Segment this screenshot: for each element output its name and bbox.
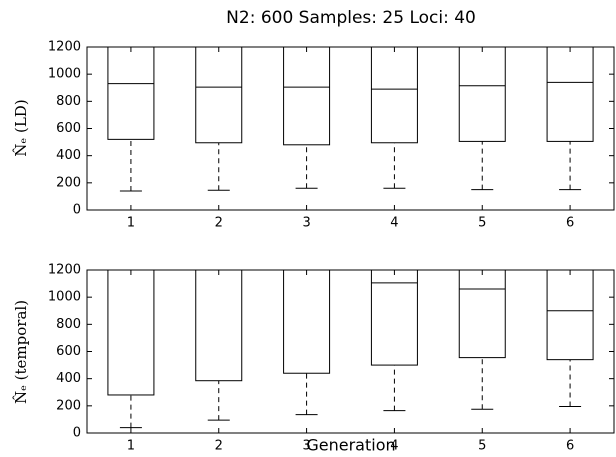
y-tick-label: 200	[56, 398, 81, 413]
box	[458, 269, 506, 359]
y-tick-label: 1000	[48, 67, 81, 82]
y-tick-label: 600	[56, 344, 81, 359]
x-tick-label: 5	[478, 439, 486, 454]
chart-title: N2: 600 Samples: 25 Loci: 40	[226, 8, 476, 28]
plot-frame	[86, 46, 615, 211]
y-tick-label: 0	[73, 426, 81, 441]
box	[107, 46, 155, 140]
x-tick-label: 3	[302, 439, 310, 454]
box	[546, 269, 594, 361]
y-tick-label: 200	[56, 175, 81, 190]
box	[107, 269, 155, 396]
x-tick-label: 1	[127, 439, 135, 454]
x-tick-label: 3	[302, 216, 310, 231]
box	[458, 46, 506, 142]
y-tick-label: 1200	[48, 263, 81, 278]
x-tick-label: 1	[127, 216, 135, 231]
box	[283, 269, 331, 374]
y-tick-label: 0	[73, 203, 81, 218]
box	[370, 46, 418, 144]
y-axis-label: N̂ₑ (LD)	[12, 99, 30, 156]
y-tick-label: 400	[56, 148, 81, 163]
y-tick-label: 1200	[48, 40, 81, 55]
box	[546, 46, 594, 142]
x-tick-label: 4	[390, 439, 398, 454]
y-tick-label: 600	[56, 121, 81, 136]
x-tick-label: 6	[566, 216, 574, 231]
x-tick-label: 6	[566, 439, 574, 454]
x-tick-label: 2	[215, 216, 223, 231]
x-tick-label: 2	[215, 439, 223, 454]
box	[370, 269, 418, 366]
plot-frame	[86, 269, 615, 434]
box	[195, 46, 243, 144]
y-axis-label: N̂ₑ (temporal)	[12, 300, 30, 404]
box	[283, 46, 331, 146]
x-tick-label: 4	[390, 216, 398, 231]
y-tick-label: 800	[56, 317, 81, 332]
y-tick-label: 400	[56, 371, 81, 386]
box	[195, 269, 243, 382]
x-tick-label: 5	[478, 216, 486, 231]
y-tick-label: 800	[56, 94, 81, 109]
y-tick-label: 1000	[48, 290, 81, 305]
x-axis-label: Generation	[306, 436, 395, 455]
